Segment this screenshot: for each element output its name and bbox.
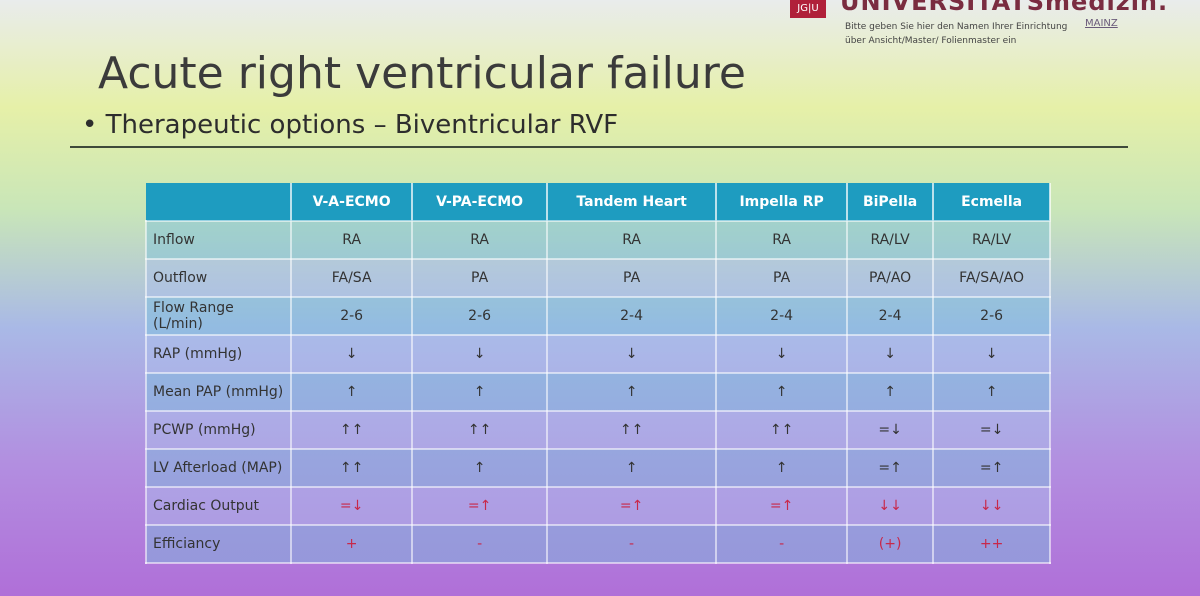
row-label: Efficiancy — [145, 524, 292, 564]
cell: ↓ — [715, 334, 848, 374]
cell: ↓ — [545, 334, 718, 374]
bullet: • Therapeutic options – Biventricular RV… — [82, 110, 619, 140]
cell: ↓↓ — [845, 486, 935, 526]
cell: PA/AO — [845, 258, 935, 298]
table-row: PCWP (mmHg) ↑↑ ↑↑ ↑↑ ↑↑ =↓ =↓ — [145, 410, 1051, 450]
slide-title: Acute right ventricular failure — [98, 48, 746, 99]
cell: + — [289, 524, 414, 564]
cell: ↓ — [411, 334, 548, 374]
cell: 2-6 — [289, 296, 414, 336]
header-row: V-A-ECMO V-PA-ECMO Tandem Heart Impella RP B… — [146, 183, 1051, 221]
cell: - — [411, 524, 548, 564]
cell: (+) — [845, 524, 935, 564]
logo-mark: JG|U — [790, 0, 826, 18]
cell: FA/SA/AO — [932, 258, 1051, 298]
cell: 2-6 — [932, 296, 1051, 336]
logo-city: MAINZ — [1085, 18, 1118, 29]
cell: =↑ — [715, 486, 848, 526]
cell: 2-4 — [545, 296, 718, 336]
cell: - — [545, 524, 718, 564]
cell: RA/LV — [845, 220, 935, 260]
table-row: LV Afterload (MAP) ↑↑ ↑ ↑ ↑ =↑ =↑ — [145, 448, 1051, 488]
row-label: Mean PAP (mmHg) — [145, 372, 292, 412]
cell: PA — [715, 258, 848, 298]
cell: RA — [715, 220, 848, 260]
header-cell: V-PA-ECMO — [412, 183, 548, 221]
row-label: PCWP (mmHg) — [145, 410, 292, 450]
row-label: Cardiac Output — [145, 486, 292, 526]
rule — [70, 146, 1128, 148]
cell: ↓↓ — [932, 486, 1051, 526]
logo-name: UNIVERSITÄTSmedizin. — [840, 0, 1169, 16]
cell: ↑ — [411, 448, 548, 488]
comparison-table: V-A-ECMO V-PA-ECMO Tandem Heart Impella RP B… — [145, 183, 1051, 564]
table-row: Mean PAP (mmHg) ↑ ↑ ↑ ↑ ↑ ↑ — [145, 372, 1051, 412]
cell: ↑ — [411, 372, 548, 412]
cell: ↑ — [545, 448, 718, 488]
cell: =↑ — [411, 486, 548, 526]
cell: RA — [545, 220, 718, 260]
cell: RA — [411, 220, 548, 260]
row-label: Inflow — [145, 220, 292, 260]
cell: 2-4 — [845, 296, 935, 336]
bullet-text: Therapeutic options – Biventricular RVF — [105, 110, 619, 140]
table-row: Inflow RA RA RA RA RA/LV RA/LV — [145, 220, 1051, 260]
cell: ↑ — [845, 372, 935, 412]
table-row: Cardiac Output =↓ =↑ =↑ =↑ ↓↓ ↓↓ — [145, 486, 1051, 526]
cell: =↓ — [932, 410, 1051, 450]
cell: ↑↑ — [289, 410, 414, 450]
cell: 2-6 — [411, 296, 548, 336]
row-label: LV Afterload (MAP) — [145, 448, 292, 488]
cell: ↓ — [932, 334, 1051, 374]
cell: ↑ — [932, 372, 1051, 412]
cell: =↑ — [845, 448, 935, 488]
header-cell: Ecmella — [933, 183, 1051, 221]
header-cell: V-A-ECMO — [291, 183, 414, 221]
cell: ↑↑ — [289, 448, 414, 488]
cell: ↑↑ — [411, 410, 548, 450]
cell: ↑ — [545, 372, 718, 412]
row-label: RAP (mmHg) — [145, 334, 292, 374]
cell: ↑ — [289, 372, 414, 412]
corner-cell — [146, 183, 292, 221]
cell: ↓ — [289, 334, 414, 374]
cell: PA — [545, 258, 718, 298]
row-label: Outflow — [145, 258, 292, 298]
cell: =↓ — [845, 410, 935, 450]
header-cell: BiPella — [846, 183, 935, 221]
logo-note: Bitte geben Sie hier den Namen Ihrer Ein… — [845, 22, 1068, 46]
cell: =↓ — [289, 486, 414, 526]
table-row: Flow Range (L/min) 2-6 2-6 2-4 2-4 2-4 2-6 — [145, 296, 1051, 336]
cell: - — [715, 524, 848, 564]
table-row: Outflow FA/SA PA PA PA PA/AO FA/SA/AO — [145, 258, 1051, 298]
cell: ↓ — [845, 334, 935, 374]
cell: FA/SA — [289, 258, 414, 298]
cell: 2-4 — [715, 296, 848, 336]
cell: =↑ — [932, 448, 1051, 488]
cell: ↑↑ — [545, 410, 718, 450]
cell: PA — [411, 258, 548, 298]
cell: ↑ — [715, 372, 848, 412]
table-row: RAP (mmHg) ↓ ↓ ↓ ↓ ↓ ↓ — [145, 334, 1051, 374]
cell: ++ — [932, 524, 1051, 564]
header-cell: Tandem Heart — [546, 183, 718, 221]
cell: RA/LV — [932, 220, 1051, 260]
cell: =↑ — [545, 486, 718, 526]
header-cell: Impella RP — [716, 183, 848, 221]
table-row: Efficiancy + - - - (+) ++ — [145, 524, 1051, 564]
cell: ↑↑ — [715, 410, 848, 450]
row-label: Flow Range (L/min) — [145, 296, 292, 336]
cell: RA — [289, 220, 414, 260]
cell: ↑ — [715, 448, 848, 488]
